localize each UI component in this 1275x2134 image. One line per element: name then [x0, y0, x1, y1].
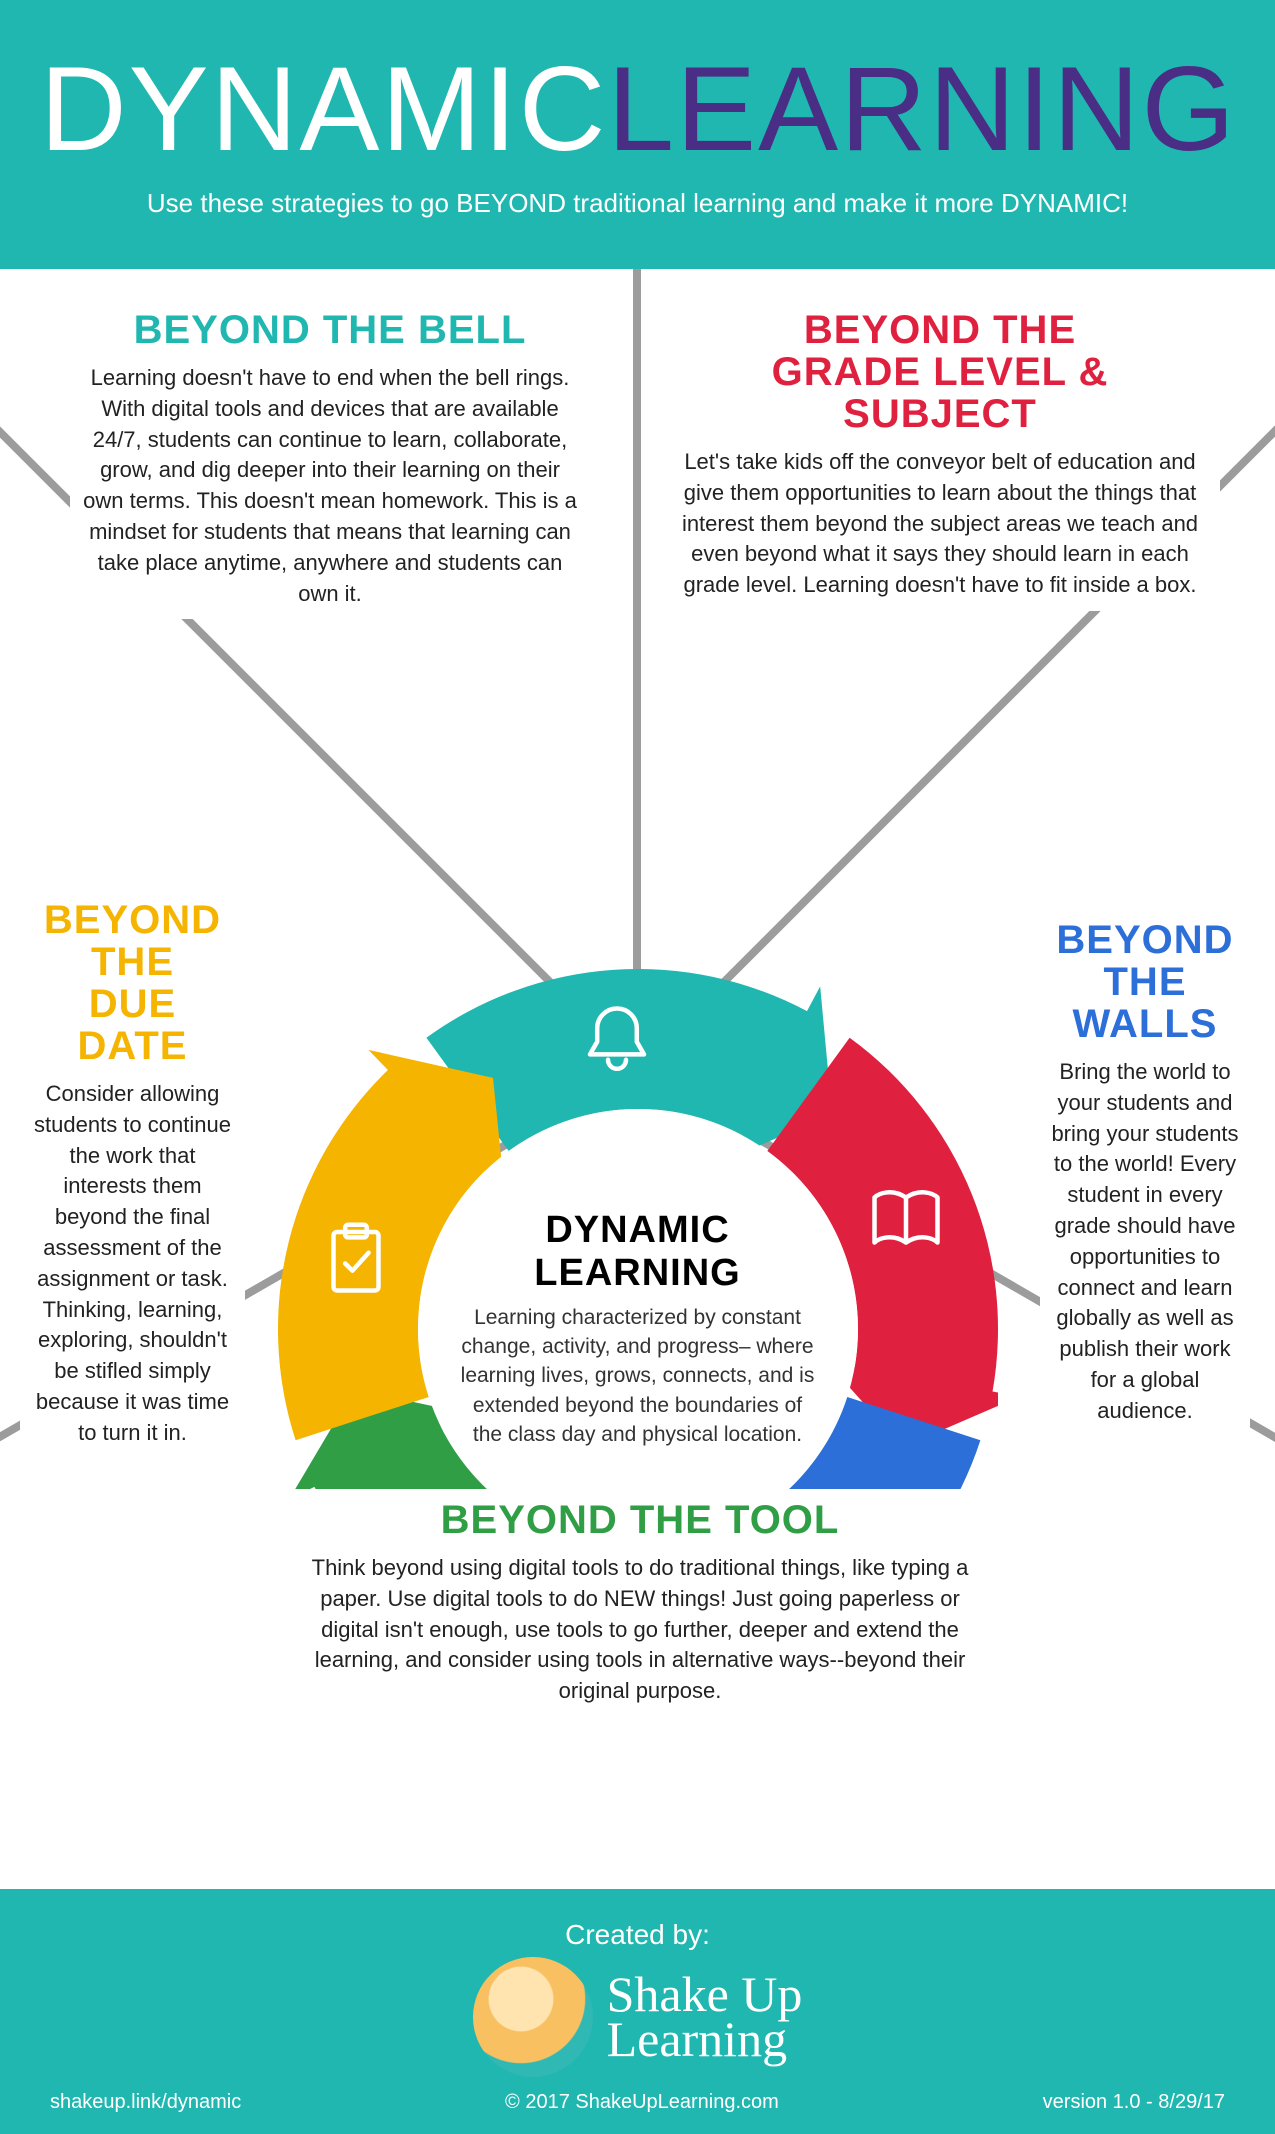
page-title: DYNAMICLEARNING — [40, 40, 1235, 178]
section-walls: BEYONDTHE WALLS Bring the world to your … — [1040, 909, 1250, 1437]
book-icon — [861, 1175, 951, 1265]
title-part-learning: LEARNING — [607, 42, 1236, 176]
page: DYNAMICLEARNING Use these strategies to … — [0, 0, 1275, 2134]
footer-version: version 1.0 - 8/29/17 — [1043, 2091, 1225, 2114]
footer-link: shakeup.link/dynamic — [50, 2091, 241, 2114]
footer-row: shakeup.link/dynamic © 2017 ShakeUpLearn… — [30, 2091, 1245, 2114]
brand-line2: Learning — [607, 2017, 803, 2062]
footer-copyright: © 2017 ShakeUpLearning.com — [505, 2091, 779, 2114]
created-by-label: Created by: — [30, 1919, 1245, 1951]
section-duedate: BEYONDTHEDUE DATE Consider allowing stud… — [20, 889, 245, 1459]
clipboard-icon — [311, 1214, 401, 1304]
section-bell: BEYOND THE BELL Learning doesn't have to… — [70, 299, 590, 619]
section-grade: BEYOND THEGRADE LEVEL & SUBJECT Let's ta… — [660, 299, 1220, 611]
section-title: BEYOND THEGRADE LEVEL & SUBJECT — [670, 309, 1210, 435]
main-diagram-area: DYNAMIC LEARNING Learning characterized … — [0, 269, 1275, 1889]
center-circle: DYNAMIC LEARNING Learning characterized … — [418, 1109, 858, 1549]
section-tool: BEYOND THE TOOL Think beyond using digit… — [280, 1489, 1000, 1717]
section-title: BEYOND THE BELL — [80, 309, 580, 351]
page-subtitle: Use these strategies to go BEYOND tradit… — [40, 188, 1235, 219]
section-body: Think beyond using digital tools to do t… — [290, 1553, 990, 1707]
section-body: Consider allowing students to continue t… — [30, 1079, 235, 1449]
section-title: BEYONDTHEDUE DATE — [30, 899, 235, 1067]
avatar-icon — [473, 1957, 593, 2077]
brand-block: Shake Up Learning — [30, 1957, 1245, 2077]
section-title: BEYOND THE TOOL — [290, 1499, 990, 1541]
footer: Created by: Shake Up Learning shakeup.li… — [0, 1889, 1275, 2134]
header: DYNAMICLEARNING Use these strategies to … — [0, 0, 1275, 269]
bell-icon — [572, 995, 662, 1085]
section-title: BEYONDTHE WALLS — [1050, 919, 1240, 1045]
center-title: DYNAMIC LEARNING — [458, 1209, 818, 1295]
section-body: Learning doesn't have to end when the be… — [80, 363, 580, 609]
section-body: Let's take kids off the conveyor belt of… — [670, 447, 1210, 601]
brand-text: Shake Up Learning — [607, 1972, 803, 2062]
center-body: Learning characterized by constant chang… — [458, 1303, 818, 1450]
section-body: Bring the world to your students and bri… — [1050, 1057, 1240, 1427]
spoke-line — [633, 269, 641, 969]
title-part-dynamic: DYNAMIC — [40, 42, 607, 176]
